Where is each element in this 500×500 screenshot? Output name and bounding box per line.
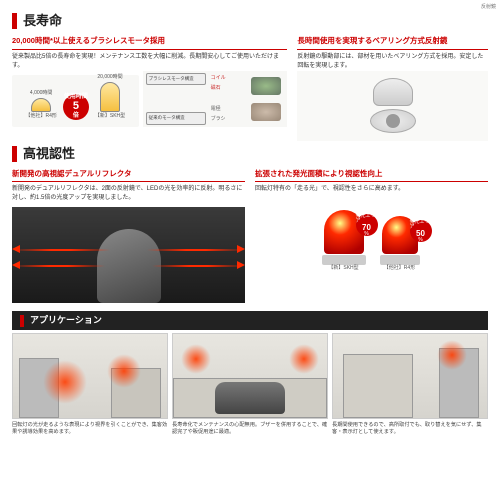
glow-icon — [289, 344, 319, 374]
arrow-right-icon — [237, 245, 245, 253]
app-panel-2 — [172, 333, 328, 419]
lamp-new-icon: 発光エリア70% — [324, 210, 364, 254]
beam — [147, 249, 245, 251]
vis-left-heading: 新開発の高視認デュアルリフレクタ — [12, 169, 245, 183]
motor-diagram: ブラシレスモータ構造 従来のモータ構造 コイル 磁石 電極 ブラシ — [143, 71, 288, 127]
car-icon — [215, 382, 285, 414]
badge-5x: 使用時間5倍 — [63, 94, 89, 120]
glow-icon — [181, 344, 211, 374]
dome-old — [31, 98, 51, 112]
motor-icon-old — [251, 103, 281, 121]
app-row — [12, 333, 488, 419]
lamp-old-icon: 発光エリア50% — [382, 216, 418, 254]
mirror-top-icon — [373, 78, 413, 106]
mirror-diagram: 反射鏡 — [297, 71, 488, 141]
motor-icon — [251, 77, 281, 95]
mirror-base-icon — [370, 109, 416, 133]
title-vis: 高視認性 — [23, 145, 75, 163]
app-panel-3 — [332, 333, 488, 419]
pct-badge: 発光エリア70% — [356, 214, 378, 236]
beam — [12, 265, 105, 267]
app-caption-1: 回転灯の光が走るような表現により視界を引くことができ、集客効果や誘導効果を高めま… — [12, 422, 168, 437]
dome-new — [100, 82, 120, 112]
glow-icon — [43, 360, 87, 404]
app-caption-2: 長寿命化でメンテナンスの心配無用。ブザーを併用することで、確認完了や販促用途に最… — [172, 422, 328, 437]
redbar — [12, 13, 17, 29]
app-title: アプリケーション — [12, 311, 488, 330]
life-left-body: 従来製品比5倍の長寿命を実現！メンテナンス工数を大幅に削減。長期間安心してご使用… — [12, 53, 287, 71]
life-right-heading: 長時間使用を実現するベアリング方式反射鏡 — [297, 36, 488, 50]
vis-right-heading: 拡張された発光面積により視認性向上 — [255, 169, 488, 183]
section-title-life: 長寿命 — [12, 12, 488, 30]
life-chart: 4,000時間【他社】R4形 使用時間5倍 20,000時間【新】SKH型 — [25, 82, 125, 120]
reflector-hero — [12, 207, 245, 303]
arrow-left-icon — [12, 261, 20, 269]
app-panel-1 — [12, 333, 168, 419]
glow-icon — [107, 354, 141, 388]
beam — [12, 249, 110, 251]
app-caption-3: 長期間使用できるので、高所取付でも、取り替えを気にせず、集客・表示灯として使えま… — [332, 422, 488, 437]
arrow-right-icon — [237, 261, 245, 269]
vis-left-body: 新開発のデュアルリフレクタは、2面の反射鏡で、LEDの光を効率的に反射。明るさに… — [12, 185, 245, 203]
life-right-body: 反射鏡の駆動部には、部材を用いたベアリング方式を採用。安定した回転を実現します。 — [297, 53, 488, 71]
life-left-heading: 20,000時間*以上使えるブラシレスモータ採用 — [12, 36, 287, 50]
beam — [152, 265, 245, 267]
title-life: 長寿命 — [23, 12, 62, 30]
arrow-left-icon — [12, 245, 20, 253]
light-compare: 発光エリア70% 【新】SKH型 発光エリア50% 【他社】R4形 — [255, 198, 488, 272]
glow-icon — [437, 340, 467, 370]
redbar — [12, 146, 17, 162]
section-title-vis: 高視認性 — [12, 145, 488, 163]
pct-badge: 発光エリア50% — [410, 220, 432, 242]
vis-right-body: 回転灯特有の「走る光」で、視認性をさらに高めます。 — [255, 185, 488, 194]
